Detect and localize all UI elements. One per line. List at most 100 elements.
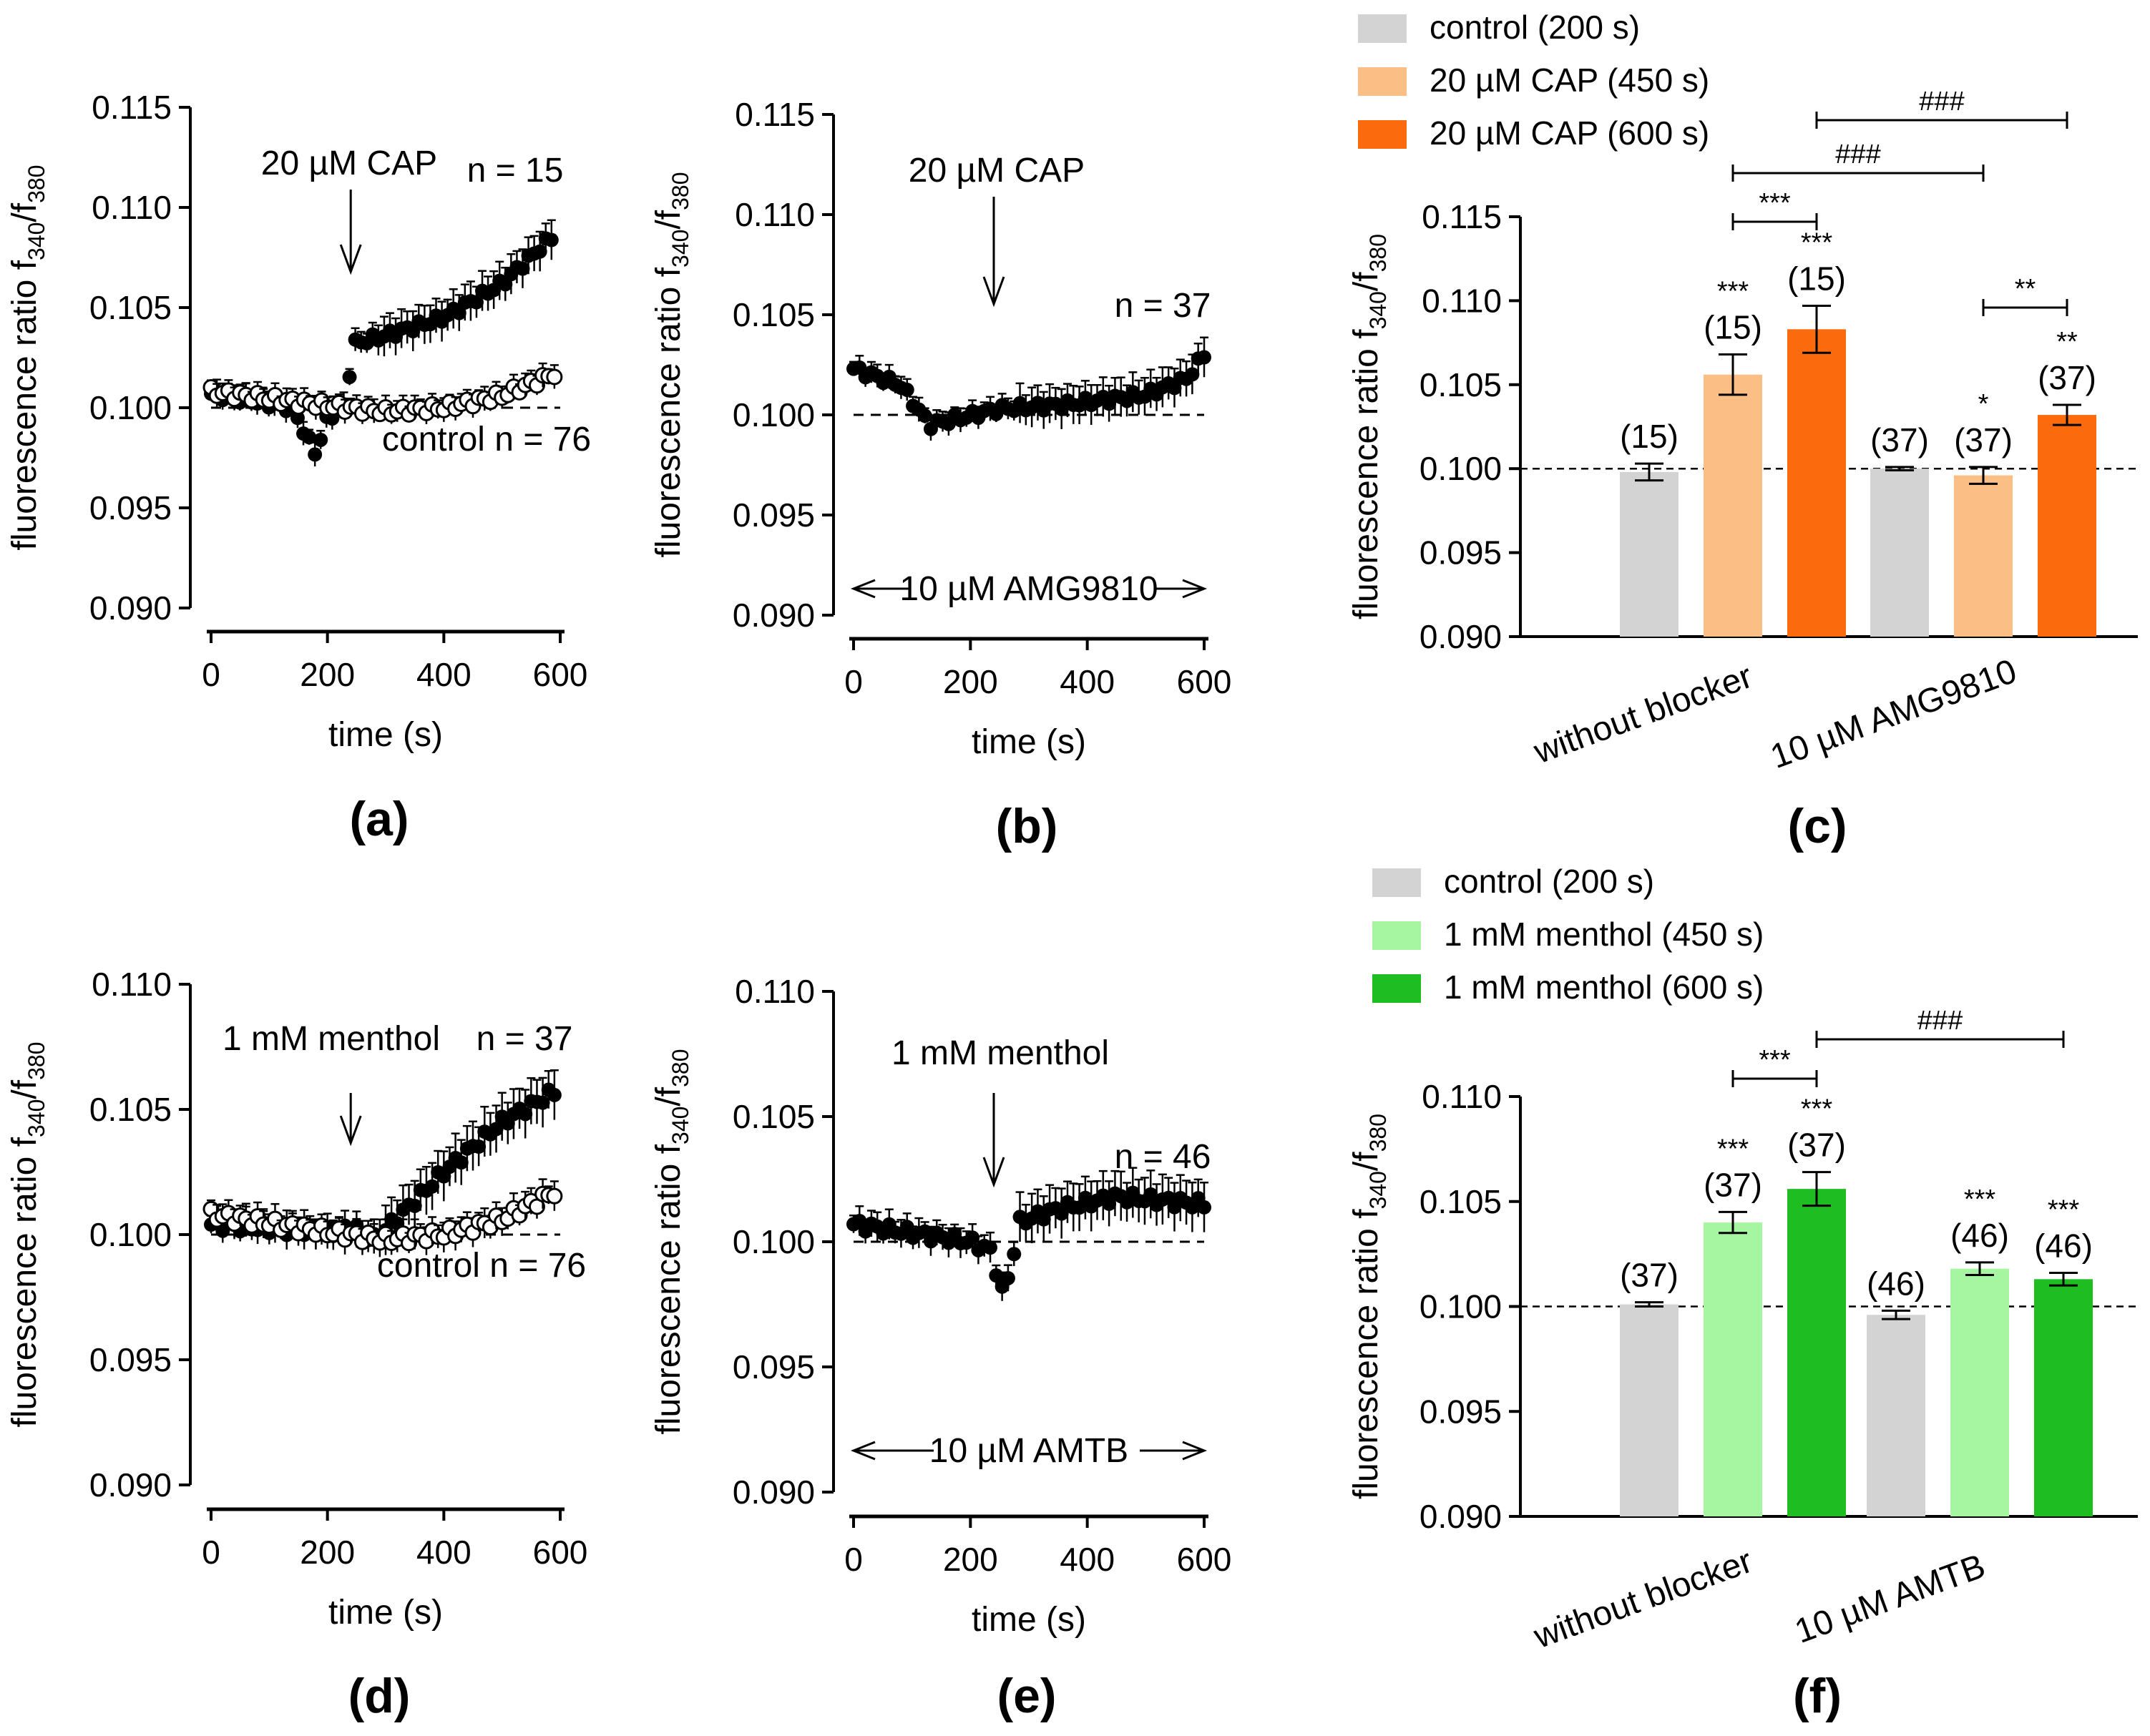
n-label: (15) [1704,309,1762,346]
y-tick-label: 0.090 [1420,618,1502,655]
x-axis-label: time (s) [972,1601,1086,1639]
comparison-label: ** [2015,274,2036,304]
panel-a-time-course: 0.090 0.095 0.100 0.105 0.110 0.115 0 200 400 600… [6,89,591,846]
bar [1954,475,2013,637]
y-tick-label: 0.090 [89,589,172,627]
category-label: 10 µM AMG9810 [1766,652,2022,776]
y-axis-label: fluorescence ratio f340/f380 [1347,234,1391,619]
y-tick-label: 0.100 [89,389,172,426]
data-point-filled [535,1095,550,1110]
stimulus-label: 20 µM CAP [909,152,1085,190]
legend-swatch [1358,67,1407,96]
data-point-filled [852,1214,867,1229]
data-point-filled [547,1087,562,1102]
y-tick-label: 0.110 [735,196,815,233]
data-point-filled [313,432,328,447]
y-axis-label: fluorescence ratio f340/f380 [650,172,693,558]
data-point-filled [983,1240,998,1255]
axes: 0.090 0.095 0.100 0.105 0.110 0.115 0 200 400 600 [89,89,588,693]
legend-swatch [1372,868,1421,897]
x-tick-label: 600 [533,656,588,693]
x-tick-label: 200 [300,656,355,693]
legend-label: 20 µM CAP (450 s) [1430,62,1709,99]
data-point-filled [454,1155,469,1170]
significance-label: *** [1801,227,1833,258]
data-point-filled [917,408,932,423]
y-tick-label: 0.115 [92,89,172,126]
axes: 0.090 0.095 0.100 0.105 0.110 0 200 400 600 [89,966,588,1571]
panel-label: (b) [996,799,1058,853]
bar [1950,1268,2009,1516]
y-tick-label: 0.095 [1420,1393,1502,1430]
n-label: (37) [2038,359,2096,396]
data-point-filled [1054,1206,1069,1221]
series-control [202,1178,563,1255]
bar [1704,374,1762,637]
category-label: 10 µM AMTB [1790,1547,1990,1651]
series-treatment [846,336,1211,441]
data-point-filled [407,1198,422,1213]
x-tick-label: 0 [844,663,863,700]
bar [1867,1315,1925,1516]
n-label: n = 37 [477,1020,573,1058]
bar [2038,415,2096,637]
n-label: (15) [1787,260,1846,297]
panel-f-bar-chart: 0.090 0.095 0.100 0.105 0.110 fluorescence ra… [1347,863,2138,1723]
significance-label: * [1978,389,1989,419]
x-axis-label: time (s) [328,1594,443,1632]
y-axis-label: fluorescence ratio f340/f380 [6,1042,49,1428]
axes: 0.090 0.095 0.100 0.105 0.110 0.115 [1420,198,2138,655]
data-point-open [546,1187,563,1205]
x-tick-label: 200 [300,1534,355,1571]
y-tick-label: 0.095 [89,489,172,526]
stimulus-arrowhead [339,244,362,275]
axes: 0.090 0.095 0.100 0.105 0.110 0 200 400 600 [733,973,1232,1578]
stimulus-arrowhead [339,1115,362,1147]
data-point-filled [342,370,357,385]
n-label: (46) [1950,1217,2009,1254]
bar [2034,1279,2093,1516]
y-tick-label: 0.090 [1420,1498,1502,1535]
bar [1870,469,1929,637]
data-point-filled [451,305,466,320]
data-point-filled [1185,367,1200,382]
y-tick-label: 0.095 [89,1341,172,1378]
y-tick-label: 0.115 [1422,198,1502,235]
x-tick-label: 600 [533,1534,588,1571]
data-point-filled [471,1139,487,1154]
stimulus-label: 1 mM menthol [891,1034,1109,1072]
n-label: (37) [1870,421,1929,458]
legend-swatch [1372,974,1421,1003]
data-point-open [546,368,563,386]
data-point-filled [302,430,317,445]
legend-label: 1 mM menthol (450 s) [1444,916,1764,953]
n-label: n = 15 [467,152,564,190]
x-tick-label: 400 [1060,1541,1115,1578]
panel-b-time-course: 0.090 0.095 0.100 0.105 0.110 0.115 0 200 400 600… [650,96,1231,853]
panel-label: (d) [348,1669,411,1723]
y-tick-label: 0.105 [89,289,172,326]
stimulus-label: 1 mM menthol [223,1020,440,1058]
x-axis-label: time (s) [972,723,1086,761]
legend-swatch [1372,921,1421,950]
series-treatment [846,1167,1211,1301]
comparison-label: *** [1759,1045,1791,1075]
y-tick-label: 0.110 [735,973,815,1010]
data-point-filled [544,232,559,247]
n-label: (46) [2034,1227,2093,1265]
data-point-filled [308,447,323,462]
significance-label: *** [1717,1134,1749,1164]
y-tick-label: 0.105 [1420,1183,1502,1220]
axes: 0.090 0.095 0.100 0.105 0.110 0.115 0 200 400 600 [733,96,1232,700]
comparison-label: ### [1919,87,1964,117]
n-label: (37) [1620,1257,1679,1294]
n-label: (37) [1704,1166,1762,1203]
y-axis-label: fluorescence ratio f340/f380 [6,165,49,551]
bar [1620,1304,1679,1516]
x-tick-label: 200 [943,1541,998,1578]
n-label: (46) [1867,1265,1925,1302]
legend-label: control (200 s) [1444,863,1654,900]
legend-label: control (200 s) [1430,9,1640,46]
significance-label: ** [2056,327,2078,357]
